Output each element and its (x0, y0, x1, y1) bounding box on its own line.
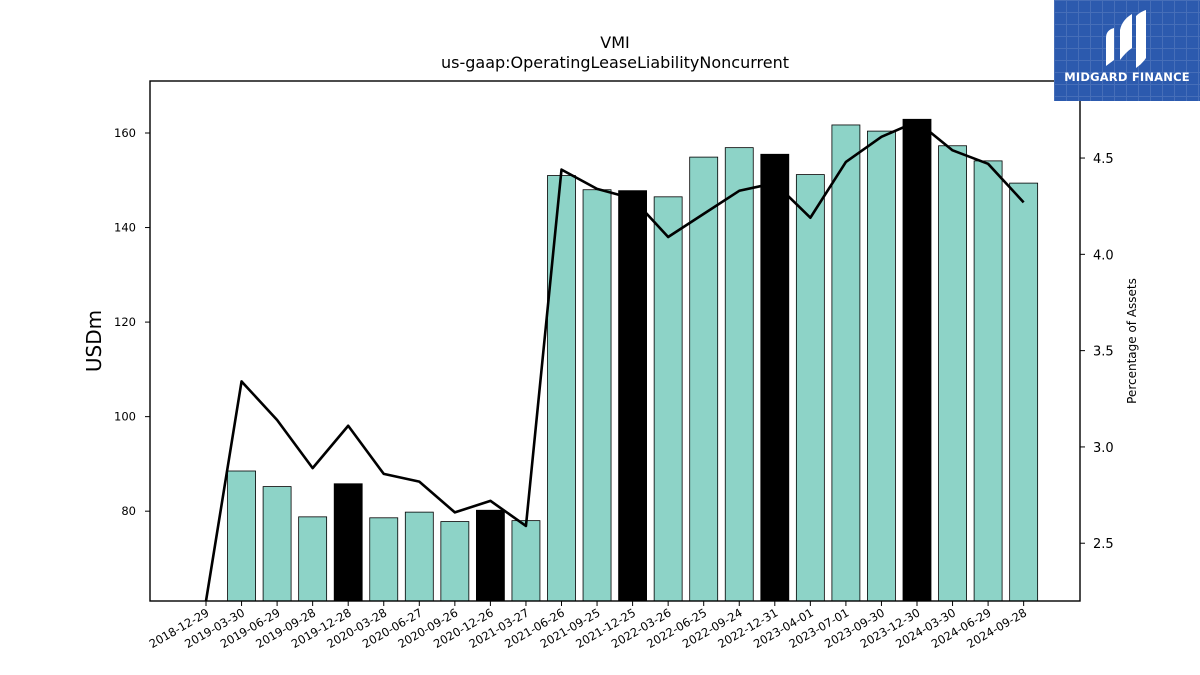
bar-2019-06-29 (262, 486, 292, 602)
bar-2019-09-28 (298, 516, 328, 602)
chart-title: VMI (600, 33, 629, 52)
y-axis-left: 80 100 120 140 160 (114, 126, 150, 518)
y-tick-label-left: 120 (114, 315, 136, 329)
bar-2021-06-26 (547, 175, 576, 602)
bar-2023-12-30 (902, 118, 932, 602)
bar-2023-07-01 (831, 124, 861, 602)
x-axis: 2018-12-292019-03-302019-06-292019-09-28… (147, 601, 1029, 651)
brand-logo: MIDGARD FINANCE (1054, 0, 1200, 101)
brand-mark-icon (1106, 10, 1146, 68)
bar-2019-12-28 (333, 483, 363, 602)
y-tick-label-left: 160 (114, 126, 136, 140)
bar-2022-09-24 (724, 147, 754, 602)
bar-2022-12-31 (760, 153, 790, 602)
y-tick-label-right: 2.5 (1093, 537, 1114, 552)
bar-2024-03-30 (938, 145, 967, 602)
brand-name: MIDGARD FINANCE (1064, 70, 1190, 84)
bar-2024-09-28 (1009, 182, 1039, 602)
bar-2020-12-26 (475, 509, 505, 602)
chart-subtitle: us-gaap:OperatingLeaseLiabilityNoncurren… (441, 53, 789, 72)
bar-2021-12-25 (618, 190, 647, 602)
y-tick-label-right: 3.5 (1093, 345, 1114, 360)
bar-2020-03-28 (369, 517, 399, 602)
bar-2021-09-25 (582, 189, 612, 602)
bar-2021-03-27 (511, 520, 541, 602)
bar-2024-06-29 (973, 160, 1003, 602)
plot-frame (149, 80, 1081, 602)
y-tick-label-right: 4.0 (1093, 248, 1114, 263)
y-tick-label-left: 140 (114, 221, 136, 235)
bars-group (227, 118, 1039, 602)
bar-2023-04-01 (795, 174, 825, 602)
y-tick-label-right: 4.5 (1093, 152, 1114, 167)
bar-2020-09-26 (440, 521, 470, 602)
bar-2019-03-30 (227, 470, 256, 602)
bar-2020-06-27 (404, 511, 434, 602)
y-axis-right: 2.5 3.0 3.5 4.0 4.5 (1080, 152, 1114, 552)
percentage-of-assets-line (204, 120, 1025, 602)
y-tick-label-right: 3.0 (1093, 441, 1114, 456)
y-axis-label-right: Percentage of Assets (1125, 278, 1139, 404)
bar-2023-09-30 (867, 130, 896, 602)
bar-2022-06-25 (689, 156, 719, 602)
y-tick-label-left: 100 (114, 410, 136, 424)
y-tick-label-left: 80 (121, 504, 136, 518)
line-group (204, 120, 1025, 602)
y-axis-label-left: USDm (82, 310, 106, 372)
bar-2022-03-26 (653, 196, 683, 602)
